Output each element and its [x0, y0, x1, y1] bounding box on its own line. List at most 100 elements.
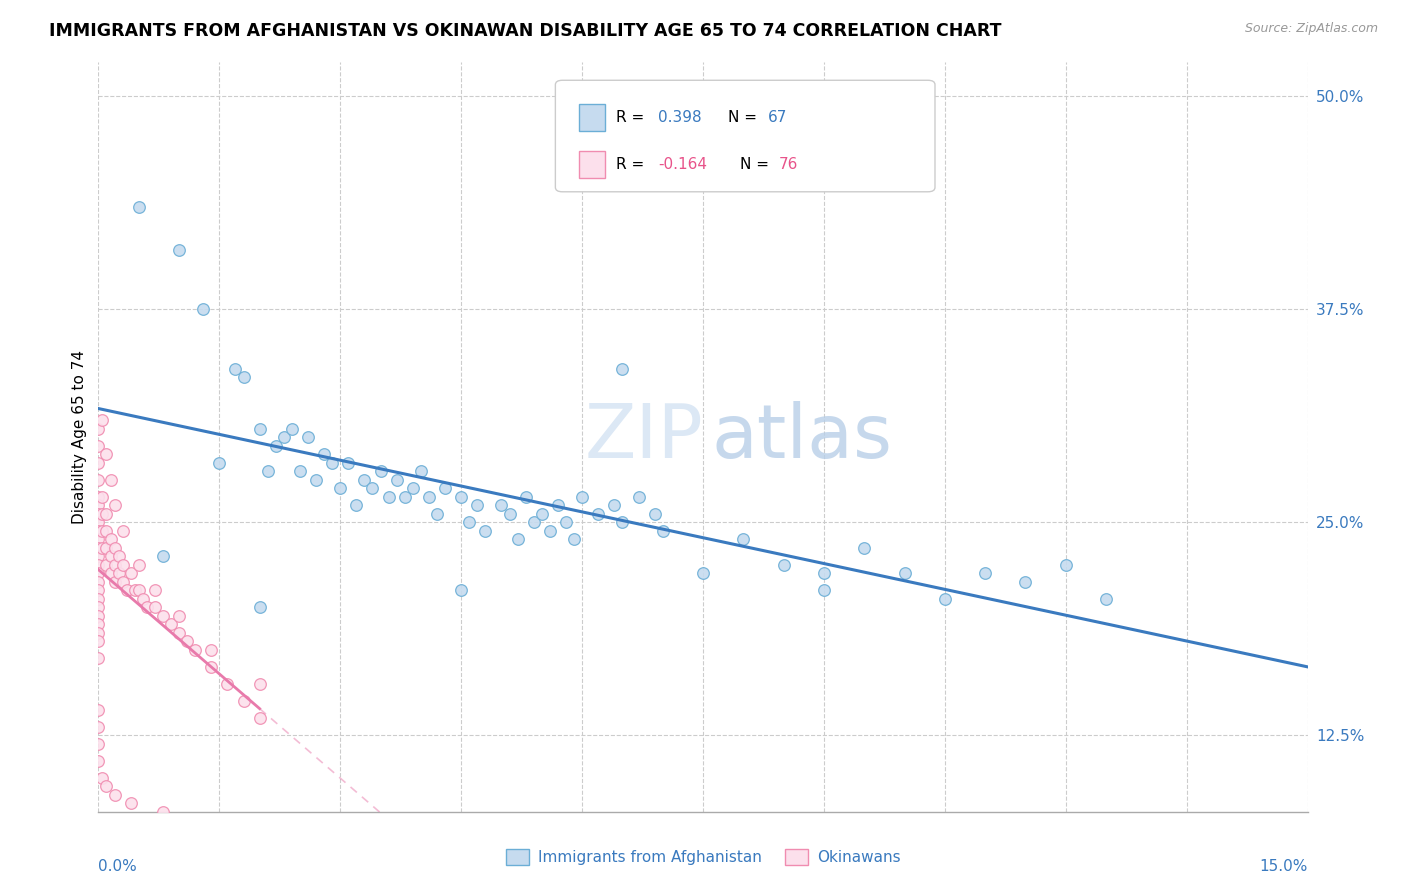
Point	[160, 617, 183, 632]
Point	[87, 533, 110, 547]
Text: 0.398: 0.398	[658, 110, 702, 125]
Text: R =: R =	[616, 110, 650, 125]
Point	[128, 583, 150, 598]
Point	[87, 702, 110, 716]
Point	[273, 430, 295, 444]
Point	[96, 524, 118, 538]
Point	[361, 481, 384, 495]
Point	[249, 677, 271, 691]
Point	[91, 507, 114, 521]
Point	[491, 498, 513, 512]
Point	[128, 200, 150, 214]
Point	[232, 370, 254, 384]
Point	[813, 583, 835, 598]
Text: 67: 67	[768, 110, 787, 125]
Point	[87, 600, 110, 615]
Point	[87, 737, 110, 751]
Text: N =: N =	[728, 110, 762, 125]
Point	[91, 771, 114, 785]
Point	[87, 524, 110, 538]
Point	[297, 430, 319, 444]
Point	[100, 566, 122, 581]
Point	[465, 498, 488, 512]
Point	[87, 608, 110, 623]
Point	[353, 473, 375, 487]
Point	[586, 507, 609, 521]
Point	[111, 524, 134, 538]
Point	[87, 456, 110, 470]
Point	[224, 362, 246, 376]
Point	[1054, 558, 1077, 572]
Point	[208, 456, 231, 470]
Text: IMMIGRANTS FROM AFGHANISTAN VS OKINAWAN DISABILITY AGE 65 TO 74 CORRELATION CHAR: IMMIGRANTS FROM AFGHANISTAN VS OKINAWAN …	[49, 22, 1001, 40]
Point	[128, 558, 150, 572]
Point	[612, 515, 634, 529]
Point	[394, 490, 416, 504]
Point	[167, 626, 190, 640]
Point	[530, 507, 553, 521]
Text: N =: N =	[740, 157, 773, 172]
Point	[515, 490, 537, 504]
Point	[96, 507, 118, 521]
Point	[853, 541, 876, 555]
Point	[458, 515, 481, 529]
Point	[135, 600, 157, 615]
Point	[91, 413, 114, 427]
Point	[87, 558, 110, 572]
Point	[176, 634, 198, 648]
Point	[87, 634, 110, 648]
Point	[603, 498, 626, 512]
Point	[87, 583, 110, 598]
Point	[152, 608, 174, 623]
Point	[103, 558, 125, 572]
Point	[87, 541, 110, 555]
Point	[370, 464, 392, 478]
Point	[409, 464, 432, 478]
Point	[450, 583, 472, 598]
Point	[87, 473, 110, 487]
Point	[87, 754, 110, 768]
Point	[103, 788, 125, 802]
Point	[627, 490, 650, 504]
Point	[321, 456, 343, 470]
Point	[450, 490, 472, 504]
Point	[612, 362, 634, 376]
Point	[87, 439, 110, 453]
Point	[249, 600, 271, 615]
Point	[87, 720, 110, 734]
Point	[87, 626, 110, 640]
Point	[217, 677, 239, 691]
Point	[813, 566, 835, 581]
Point	[87, 498, 110, 512]
Point	[385, 473, 408, 487]
Point	[100, 549, 122, 564]
Point	[281, 421, 304, 435]
Text: 15.0%: 15.0%	[1260, 859, 1308, 874]
Point	[1014, 574, 1036, 589]
Y-axis label: Disability Age 65 to 74: Disability Age 65 to 74	[72, 350, 87, 524]
Point	[538, 524, 561, 538]
Point	[974, 566, 997, 581]
Point	[96, 447, 118, 461]
Point	[249, 711, 271, 725]
Point	[152, 549, 174, 564]
Point	[733, 533, 755, 547]
Text: atlas: atlas	[711, 401, 891, 474]
Text: 0.0%: 0.0%	[98, 859, 138, 874]
Point	[200, 660, 222, 674]
Point	[523, 515, 546, 529]
Point	[87, 515, 110, 529]
Point	[264, 439, 287, 453]
Point	[249, 421, 271, 435]
Point	[571, 490, 593, 504]
Point	[256, 464, 278, 478]
Point	[200, 643, 222, 657]
Point	[893, 566, 915, 581]
Point	[124, 583, 146, 598]
Text: Source: ZipAtlas.com: Source: ZipAtlas.com	[1244, 22, 1378, 36]
Point	[87, 617, 110, 632]
Point	[474, 524, 496, 538]
Point	[96, 558, 118, 572]
Point	[111, 574, 134, 589]
Point	[434, 481, 457, 495]
